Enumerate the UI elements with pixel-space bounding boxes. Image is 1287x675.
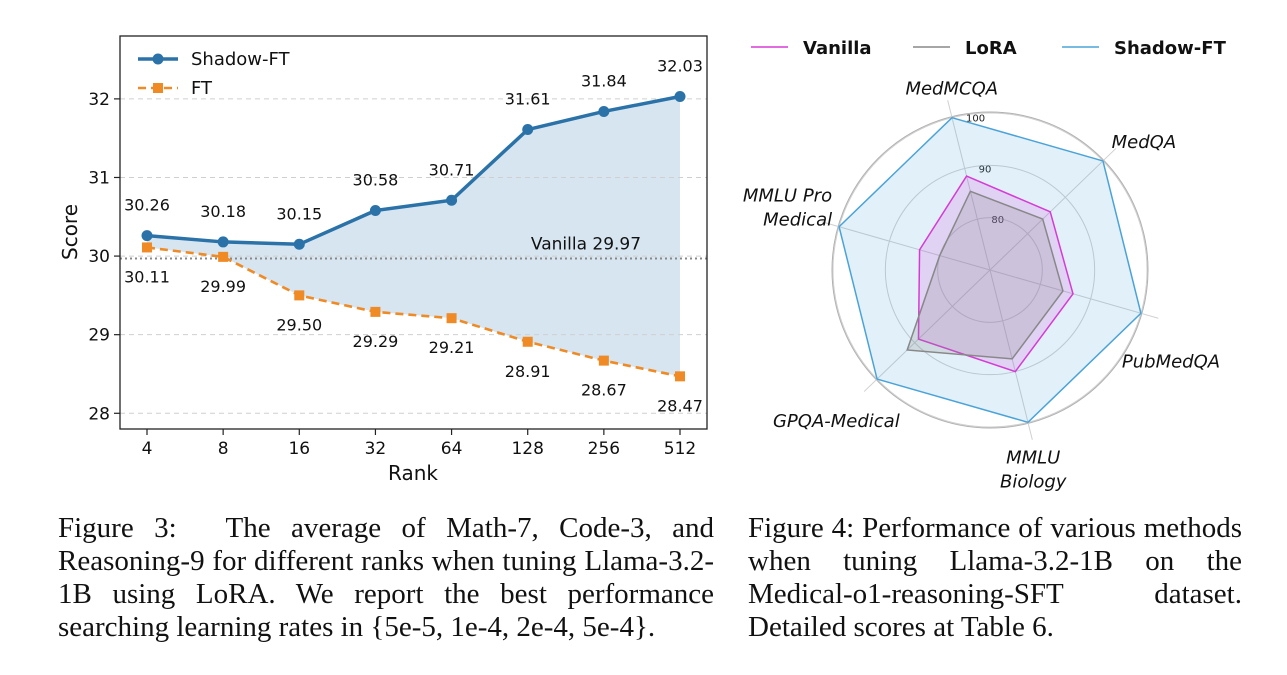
data-point xyxy=(293,238,305,250)
x-tick-label: 32 xyxy=(365,439,387,459)
data-point xyxy=(522,336,533,347)
radar-polygon xyxy=(906,190,1064,360)
radar-polygon xyxy=(838,116,1142,424)
y-tick-label: 32 xyxy=(88,90,110,110)
x-tick-label: 128 xyxy=(511,439,543,459)
radar-ring xyxy=(937,217,1043,323)
figure-3-caption: Figure 3: The average of Math-7, Code-3,… xyxy=(58,512,714,643)
data-point xyxy=(142,242,152,253)
legend-label: Shadow-FT xyxy=(191,49,291,70)
radar-axis-label: MedQA xyxy=(1112,132,1177,153)
radar-axis-labels: MedMCQA MedQA PubMedQA MMLU Biology GPQA-Medi… xyxy=(743,79,1220,493)
radar-grid: 80 90 100 xyxy=(821,100,1159,440)
y-tick-label: 31 xyxy=(88,168,110,188)
data-point xyxy=(446,313,457,324)
radar-series xyxy=(838,116,1142,424)
ft-value-label: 29.50 xyxy=(276,315,322,334)
line-series xyxy=(141,91,686,382)
x-tick-label: 16 xyxy=(288,439,310,459)
x-tick-label: 256 xyxy=(588,439,620,459)
ft-value-label: 28.91 xyxy=(505,362,551,381)
data-point xyxy=(370,306,381,317)
plot-frame xyxy=(119,35,708,430)
data-point xyxy=(217,236,229,248)
ft-value-label: 29.99 xyxy=(200,277,246,296)
legend-label: FT xyxy=(191,78,213,99)
radar-spoke xyxy=(821,221,991,271)
radar-axis-label: Biology xyxy=(1000,471,1067,492)
x-tick-label: 64 xyxy=(441,439,463,459)
radar-axis-label: Medical xyxy=(763,209,832,230)
data-point xyxy=(141,230,153,242)
data-point xyxy=(294,290,305,301)
data-point xyxy=(369,204,381,216)
vanilla-reference-line: Vanilla 29.97 xyxy=(120,234,707,260)
data-point xyxy=(674,91,686,103)
legend-marker xyxy=(152,53,164,65)
data-point xyxy=(446,194,458,206)
radar-ring xyxy=(884,164,1096,376)
y-tick-label: 30 xyxy=(88,247,110,267)
y-axis-label: Score xyxy=(58,204,82,260)
data-point xyxy=(218,251,229,262)
ft-value-label: 29.21 xyxy=(429,338,475,357)
data-point xyxy=(675,371,685,382)
radar-outer-ring xyxy=(831,111,1149,429)
radar-axis-label: PubMedQA xyxy=(1122,352,1220,373)
radar-axis-label: MMLU xyxy=(1006,447,1060,468)
shadow-ft-gain-area xyxy=(147,96,680,377)
radar-spoke xyxy=(947,100,991,271)
radar-ring xyxy=(832,112,1148,428)
medical-radar-chart: Vanilla LoRA Shadow-FT 80 90 100 MedMCQA MedQ… xyxy=(743,38,1227,492)
x-tick-label: 4 xyxy=(142,439,153,459)
legend-label: Shadow-FT xyxy=(1114,38,1227,59)
shadow-ft-value-label: 30.58 xyxy=(353,170,399,189)
radar-spoke xyxy=(989,269,1033,440)
y-grid-lines xyxy=(120,98,707,414)
radar-axis-label: GPQA-Medical xyxy=(773,411,900,432)
radar-spoke xyxy=(989,148,1117,271)
data-point xyxy=(598,355,609,366)
radar-legend: Vanilla LoRA Shadow-FT xyxy=(751,38,1227,59)
data-labels: 30.26 30.18 30.15 30.58 30.71 31.61 31.84 32.03… xyxy=(124,57,703,416)
x-tick-label: 512 xyxy=(664,439,696,459)
data-point xyxy=(598,105,610,117)
reference-label: Vanilla 29.97 xyxy=(531,234,641,254)
series-line xyxy=(146,246,681,378)
x-tick-label: 8 xyxy=(218,439,229,459)
legend-label: Vanilla xyxy=(803,38,872,59)
legend: Shadow-FT FT xyxy=(138,49,291,99)
radar-axis-label: MMLU Pro xyxy=(743,185,832,206)
ring-label: 80 xyxy=(991,215,1004,226)
rank-score-line-chart: Vanilla 29.97 30.26 30.18 30.1530.5830.713… xyxy=(58,35,708,485)
y-tick-label: 28 xyxy=(88,404,110,424)
ft-value-label: 28.67 xyxy=(581,381,627,400)
legend-marker xyxy=(153,83,163,93)
gain-area xyxy=(147,96,680,377)
shadow-ft-value-label: 32.03 xyxy=(657,57,703,76)
data-point xyxy=(522,124,534,136)
ft-value-label: 29.29 xyxy=(353,332,399,351)
ring-label: 90 xyxy=(979,164,992,175)
shadow-ft-value-label: 30.18 xyxy=(200,202,246,221)
x-axis-label: Rank xyxy=(388,461,438,485)
radar-axis-label: MedMCQA xyxy=(905,79,998,100)
ft-value-label: 30.11 xyxy=(124,267,170,286)
y-tick-label: 29 xyxy=(88,326,110,346)
series-line xyxy=(146,94,681,247)
shadow-ft-value-label: 31.84 xyxy=(581,71,627,90)
radar-spoke xyxy=(989,269,1159,319)
ring-label: 100 xyxy=(966,114,985,125)
shadow-ft-value-label: 30.71 xyxy=(429,160,475,179)
radar-spoke xyxy=(863,269,991,392)
ft-value-label: 28.47 xyxy=(657,396,703,415)
shadow-ft-value-label: 30.26 xyxy=(124,196,170,215)
shadow-ft-value-label: 30.15 xyxy=(276,204,322,223)
shadow-ft-value-label: 31.61 xyxy=(505,90,551,109)
radar-polygon xyxy=(917,175,1074,373)
axis-ticks: 28 29 30 31 32 4 8 16 32 64 128 256 512 xyxy=(88,90,696,459)
figure-4-caption: Figure 4: Performance of various methods… xyxy=(748,512,1242,643)
legend-label: LoRA xyxy=(965,38,1017,59)
